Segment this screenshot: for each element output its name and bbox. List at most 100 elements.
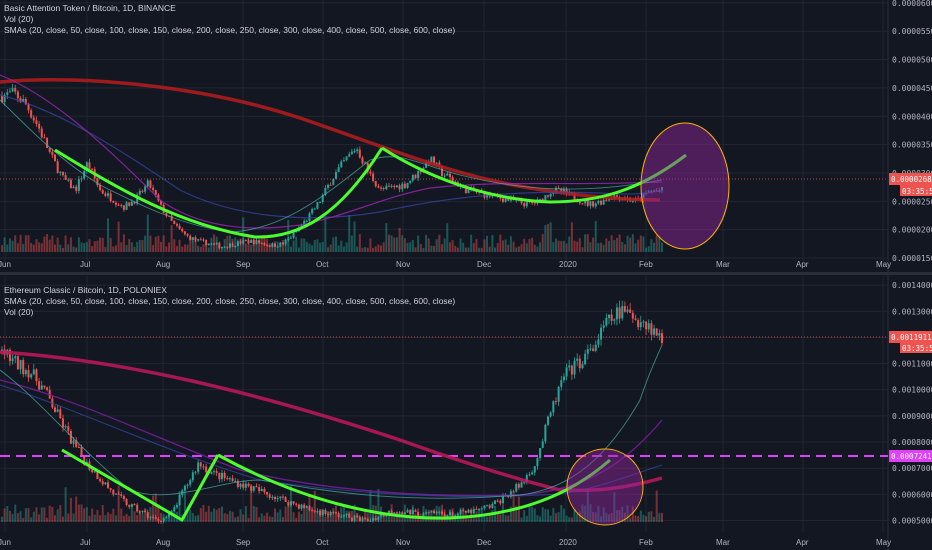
candle-body	[197, 462, 200, 472]
candle-body	[22, 98, 25, 102]
volume-bar	[531, 237, 534, 252]
volume-bar	[38, 242, 41, 252]
volume-bar	[578, 511, 581, 522]
candle-body	[144, 186, 147, 192]
candle-body	[138, 190, 141, 195]
candle-body	[512, 491, 515, 493]
candle-body	[303, 504, 306, 508]
volume-bar	[332, 507, 335, 522]
volume-bar	[586, 489, 589, 522]
candle-body	[48, 147, 51, 152]
volume-bar	[618, 509, 621, 522]
volume-bar	[486, 516, 489, 522]
volume-bar	[213, 508, 216, 522]
candle-body	[202, 239, 205, 241]
candle-body	[263, 488, 266, 493]
volume-bar	[101, 505, 104, 522]
candle-body	[54, 154, 57, 162]
volume-bar	[594, 512, 597, 522]
volume-bar	[615, 510, 618, 522]
x-tick-label: Sep	[236, 538, 251, 547]
candle-body	[491, 504, 494, 508]
volume-bar	[6, 505, 9, 522]
volume-bar	[197, 245, 200, 252]
volume-bar	[279, 246, 282, 252]
volume-bar	[260, 513, 263, 522]
volume-bar	[228, 235, 231, 252]
volume-bar	[504, 239, 507, 252]
candle-body	[165, 212, 168, 216]
candle-body	[122, 496, 125, 500]
candle-body	[173, 507, 176, 511]
y-tick-label: 0.00060000	[892, 490, 932, 499]
volume-bar	[274, 241, 277, 252]
volume-bar	[223, 239, 226, 252]
volume-bar	[372, 505, 375, 522]
candle-body	[597, 200, 600, 204]
volume-bar	[554, 513, 557, 522]
volume-bar	[472, 242, 475, 252]
candle-body	[160, 520, 163, 522]
candle-body	[244, 483, 247, 488]
candle-body	[581, 203, 584, 205]
candle-body	[584, 353, 587, 365]
volume-bar	[56, 237, 59, 252]
volume-bar	[117, 221, 120, 252]
candle-body	[305, 220, 308, 222]
volume-bar	[247, 236, 250, 252]
y-tick-label: 0.00070000	[892, 464, 932, 473]
candle-body	[504, 198, 507, 202]
candle-body	[425, 512, 428, 514]
volume-bar	[210, 237, 213, 252]
candle-body	[586, 349, 589, 354]
volume-bar	[645, 247, 648, 252]
candle-body	[255, 486, 258, 488]
countdown-label-bg	[900, 342, 932, 353]
volume-bar	[369, 238, 372, 252]
volume-bar	[183, 244, 186, 252]
candle-body	[401, 512, 404, 515]
candle-body	[621, 306, 624, 319]
candle-body	[8, 349, 11, 362]
volume-bar	[642, 236, 645, 252]
candle-body	[107, 193, 110, 196]
volume-bar	[305, 506, 308, 522]
volume-bar	[425, 509, 428, 522]
candle-body	[199, 462, 202, 467]
candle-body	[409, 180, 412, 183]
volume-bar	[451, 508, 454, 522]
candle-body	[478, 508, 481, 510]
volume-bar	[75, 496, 78, 522]
candle-body	[109, 193, 112, 202]
volume-bar	[658, 512, 661, 522]
last-price-label-bg	[889, 331, 932, 343]
volume-bar	[528, 239, 531, 252]
candle-body	[316, 510, 319, 512]
volume-bar	[316, 239, 319, 252]
volume-bar	[361, 517, 364, 522]
candle-body	[653, 190, 656, 192]
candle-body	[46, 387, 49, 390]
volume-bar	[631, 506, 634, 522]
volume-bar	[637, 516, 640, 522]
volume-bar	[51, 506, 54, 522]
candle-body	[573, 193, 576, 201]
candle-body	[300, 504, 303, 509]
last-price-label: 0.00119119	[891, 333, 932, 342]
volume-bar	[639, 510, 642, 522]
volume-bar	[287, 219, 290, 252]
volume-bar	[141, 240, 144, 252]
volume-bar	[597, 243, 600, 252]
volume-bar	[77, 504, 80, 522]
volume-bar	[59, 244, 62, 252]
sma-100-line	[0, 384, 663, 498]
volume-bar	[271, 516, 274, 522]
volume-bar	[393, 516, 396, 522]
candle-body	[231, 478, 234, 482]
bottom-sma-indicator: SMAs (20, close, 50, close, 100, close, …	[4, 296, 456, 306]
volume-bar	[117, 485, 120, 522]
candle-body	[319, 202, 322, 204]
volume-bar	[186, 244, 189, 252]
volume-bar	[406, 242, 409, 252]
